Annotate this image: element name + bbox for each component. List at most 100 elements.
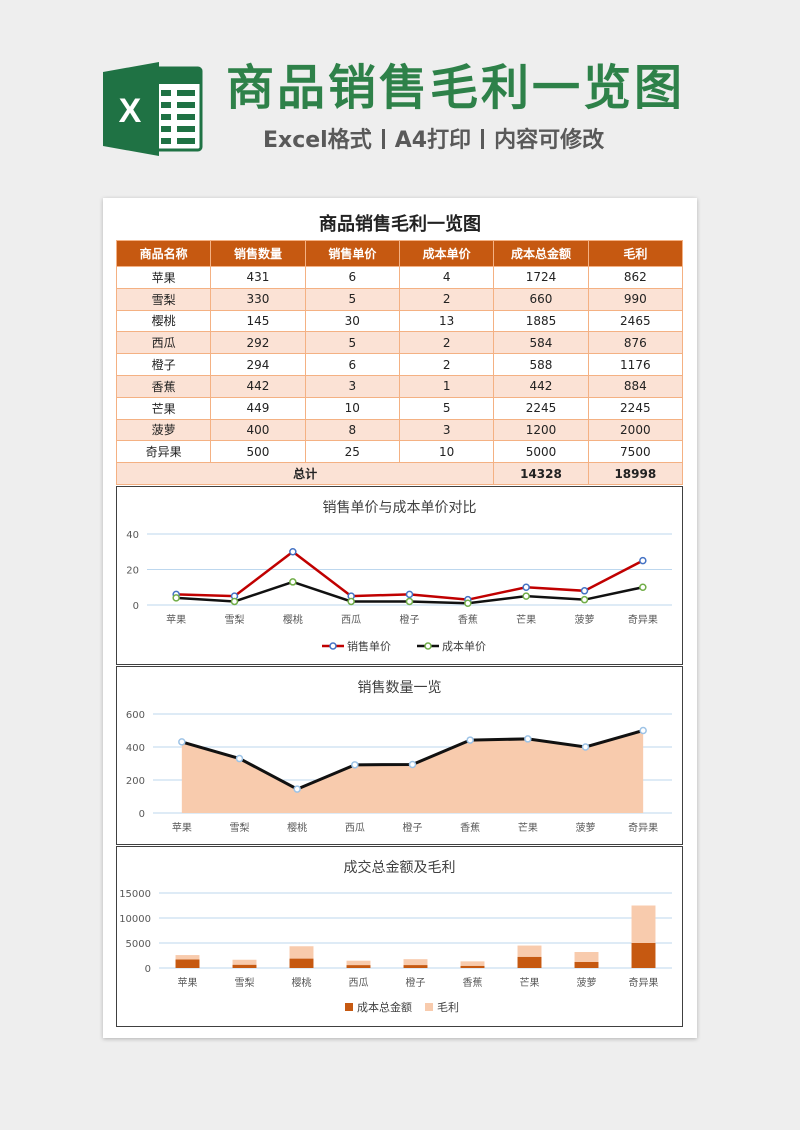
- separator: [381, 129, 385, 149]
- sales-table: 商品名称 销售数量 销售单价 成本单价 成本总金额 毛利 苹果 431 6 4 1724…: [115, 240, 684, 485]
- y-tick-label: 0: [133, 601, 139, 612]
- table-header-row: 商品名称 销售数量 销售单价 成本单价 成本总金额 毛利: [115, 240, 684, 267]
- table-row: 奇异果 500 25 10 5000 7500: [115, 440, 684, 464]
- table-cell: 292: [210, 331, 306, 355]
- y-tick-label: 0: [145, 964, 151, 975]
- data-point: [172, 594, 180, 602]
- data-point: [405, 597, 414, 606]
- x-tick-label: 雪梨: [225, 613, 245, 626]
- table-cell: 10: [398, 440, 495, 464]
- legend-marker: [329, 642, 337, 650]
- x-tick-label: 西瓜: [341, 614, 361, 626]
- x-tick-label: 西瓜: [349, 977, 369, 989]
- page-title: 商品销售毛利一览图: [226, 60, 686, 116]
- table-cell: 2: [398, 287, 495, 311]
- x-tick-label: 菠萝: [577, 977, 597, 989]
- table-cell: 294: [210, 353, 306, 376]
- y-tick-label: 10000: [119, 914, 151, 925]
- y-tick-label: 40: [126, 530, 139, 541]
- data-point: [293, 785, 301, 793]
- x-tick-label: 樱桃: [292, 976, 312, 989]
- table-cell: 2245: [587, 396, 684, 420]
- table-cell: 876: [587, 331, 684, 355]
- table-cell: 2: [398, 353, 495, 376]
- bar-profit: [460, 961, 485, 966]
- bar-profit: [517, 945, 542, 957]
- data-point: [524, 735, 532, 743]
- separator: [481, 129, 485, 149]
- column-header: 销售单价: [304, 240, 400, 267]
- x-tick-label: 奇异果: [628, 821, 658, 834]
- data-point: [639, 556, 647, 565]
- sheet-title: 商品销售毛利一览图: [319, 214, 481, 235]
- subtitle-print: A4打印: [394, 128, 472, 153]
- data-point: [178, 738, 186, 746]
- table-cell: 5: [304, 331, 400, 355]
- table-cell: 990: [587, 287, 684, 311]
- data-point: [639, 726, 647, 735]
- chart-title: 销售单价与成本单价对比: [323, 500, 477, 516]
- table-row: 苹果 431 6 4 1724 862: [115, 266, 684, 289]
- price-line-chart: 销售单价与成本单价对比 0 20 40 苹果 雪梨 樱桃 西瓜 橙子 香蕉 芒果 菠萝 奇异果 销售单价 成…: [116, 486, 683, 665]
- x-tick-label: 香蕉: [460, 822, 480, 834]
- table-cell: 584: [493, 331, 589, 355]
- x-tick-label: 西瓜: [345, 822, 365, 834]
- table-cell: 6: [304, 266, 400, 289]
- table-cell: 862: [587, 266, 684, 289]
- table-cell: 3: [304, 374, 400, 398]
- table-row: 西瓜 292 5 2 584 876: [115, 331, 684, 355]
- x-tick-label: 芒果: [516, 613, 536, 626]
- x-tick-label: 菠萝: [576, 822, 596, 834]
- x-tick-label: 樱桃: [287, 821, 307, 834]
- table-cell: 1: [398, 374, 495, 398]
- table-cell: 660: [493, 287, 589, 311]
- x-tick-label: 雪梨: [230, 821, 250, 834]
- data-point: [347, 597, 355, 606]
- data-point: [408, 760, 417, 769]
- x-tick-label: 橙子: [400, 613, 420, 626]
- x-tick-label: 奇异果: [628, 613, 658, 626]
- bar-cost: [346, 965, 371, 968]
- x-tick-label: 香蕉: [463, 977, 483, 989]
- table-cell: 1885: [493, 309, 589, 333]
- y-tick-label: 15000: [119, 889, 151, 900]
- table-cell: 5: [304, 287, 400, 311]
- legend-label: 成本单价: [442, 639, 486, 653]
- data-point: [289, 578, 297, 586]
- column-header: 毛利: [587, 240, 684, 267]
- subtitle: Excel格式 A4打印 内容可修改: [263, 126, 683, 156]
- x-tick-label: 橙子: [406, 976, 426, 989]
- column-header: 商品名称: [115, 240, 212, 267]
- spreadsheet-page: 商品销售毛利一览图 商品名称 销售数量 销售单价 成本单价 成本总金额 毛利 苹…: [103, 198, 697, 1038]
- table-cell: 500: [210, 440, 306, 464]
- table-cell: 30: [304, 309, 400, 333]
- excel-logo-icon: X: [103, 62, 203, 156]
- data-point: [351, 761, 359, 769]
- data-point: [580, 595, 589, 604]
- quantity-area-chart: 销售数量一览 0 200 400 600 苹果 雪梨 樱桃 西瓜 橙子 香蕉 芒果 菠萝 奇异果: [116, 666, 683, 845]
- total-row: 总计 14328 18998: [115, 462, 684, 485]
- bar-cost: [175, 959, 200, 968]
- data-point: [230, 597, 239, 606]
- table-cell: 1176: [587, 353, 684, 376]
- table-cell: 雪梨: [115, 287, 212, 311]
- x-tick-label: 菠萝: [575, 614, 595, 626]
- x-tick-label: 樱桃: [283, 613, 303, 626]
- x-tick-label: 芒果: [520, 976, 540, 989]
- table-cell: 10: [304, 396, 400, 420]
- table-cell: 香蕉: [115, 374, 212, 398]
- table-cell: 2000: [587, 418, 684, 442]
- amount-bar-chart-svg: 成交总金额及毛利 0 5000 10000 15000 苹果 雪梨 樱桃 西瓜 橙子 香蕉 芒果 菠萝 奇…: [119, 859, 672, 1014]
- x-tick-label: 苹果: [172, 821, 192, 834]
- total-label: 总计: [115, 462, 495, 485]
- table-row: 雪梨 330 5 2 660 990: [115, 287, 684, 311]
- subtitle-format: Excel格式: [263, 128, 372, 153]
- table-row: 香蕉 442 3 1 442 884: [115, 374, 684, 398]
- subtitle-editable: 内容可修改: [494, 128, 605, 153]
- table-row: 菠萝 400 8 3 1200 2000: [115, 418, 684, 442]
- legend-swatch: [345, 1003, 353, 1011]
- table-cell: 7500: [587, 440, 684, 464]
- table-cell: 145: [210, 309, 306, 333]
- bar-profit: [289, 946, 314, 959]
- data-point: [522, 592, 530, 600]
